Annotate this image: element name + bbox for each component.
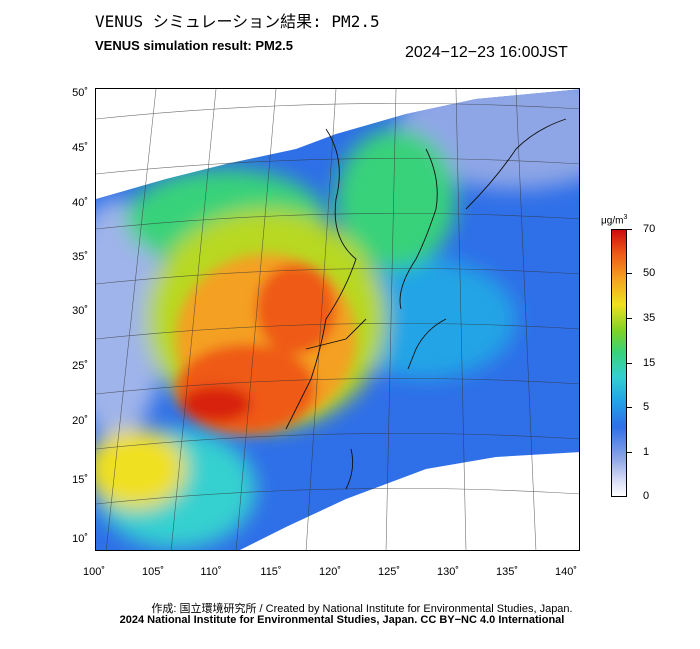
lon-label: 110˚	[200, 566, 222, 578]
pm25-map	[95, 88, 580, 551]
lat-label: 20˚	[72, 415, 88, 427]
lon-label: 100˚	[82, 566, 106, 578]
colorbar-unit-exponent: 3	[623, 214, 628, 221]
colorbar-tick-label: 15	[643, 357, 656, 369]
colorbar-tick-mark	[627, 318, 632, 319]
colorbar-tick-label: 70	[643, 223, 656, 235]
lon-label: 115˚	[260, 566, 282, 578]
colorbar-tick-mark	[627, 407, 632, 408]
field-darkred-core	[181, 386, 251, 422]
copyright-line: 2024 National Institute for Environmenta…	[0, 614, 700, 626]
colorbar-tick-label: 5	[643, 401, 650, 413]
lat-label: 30˚	[72, 305, 88, 317]
lat-label: 40˚	[72, 197, 88, 209]
lat-label: 15˚	[72, 474, 88, 486]
colorbar-tick-mark	[627, 273, 632, 274]
coastlines	[285, 118, 567, 490]
lon-label: 105˚	[141, 566, 165, 578]
colorbar-tick-label: 50	[643, 267, 656, 279]
colorbar-tick-mark	[627, 363, 632, 364]
lat-label: 10˚	[72, 533, 88, 545]
lon-label: 125˚	[377, 566, 401, 578]
credit-text: 作成: 国立環境研究所 / Created by National Instit…	[151, 603, 573, 615]
lat-label: 35˚	[72, 251, 88, 263]
graticule	[96, 89, 579, 550]
title-english: VENUS simulation result: PM2.5	[95, 38, 293, 53]
field-light-blue-west	[96, 199, 166, 439]
copyright-text: 2024 National Institute for Environmenta…	[119, 614, 565, 626]
lon-label: 135˚	[495, 566, 519, 578]
colorbar-tick-mark	[627, 452, 632, 453]
lon-label: 120˚	[318, 566, 342, 578]
field-green-north	[336, 129, 456, 269]
colorbar-tick-label: 1	[643, 446, 650, 458]
colorbar-unit-base: μg/m	[601, 215, 624, 227]
colorbar-tick-label: 0	[643, 490, 650, 502]
title-japanese: VENUS シミュレーション結果: PM2.5	[95, 12, 380, 31]
lat-label: 45˚	[72, 142, 88, 154]
lon-label: 140˚	[554, 566, 578, 578]
colorbar-tick-label: 35	[643, 312, 656, 324]
colorbar-unit: μg/m3	[601, 214, 627, 226]
field-red-upper	[256, 264, 336, 354]
colorbar	[611, 229, 627, 497]
credit-line: 作成: 国立環境研究所 / Created by National Instit…	[0, 600, 700, 616]
lon-label: 130˚	[436, 566, 460, 578]
pm25-field	[96, 89, 579, 550]
lat-label: 50˚	[72, 87, 88, 99]
forecast-timestamp: 2024−12−23 16:00JST	[405, 44, 568, 61]
field-yellow-southwest	[96, 429, 186, 509]
colorbar-tick-mark	[627, 229, 632, 230]
lat-label: 25˚	[72, 360, 88, 372]
